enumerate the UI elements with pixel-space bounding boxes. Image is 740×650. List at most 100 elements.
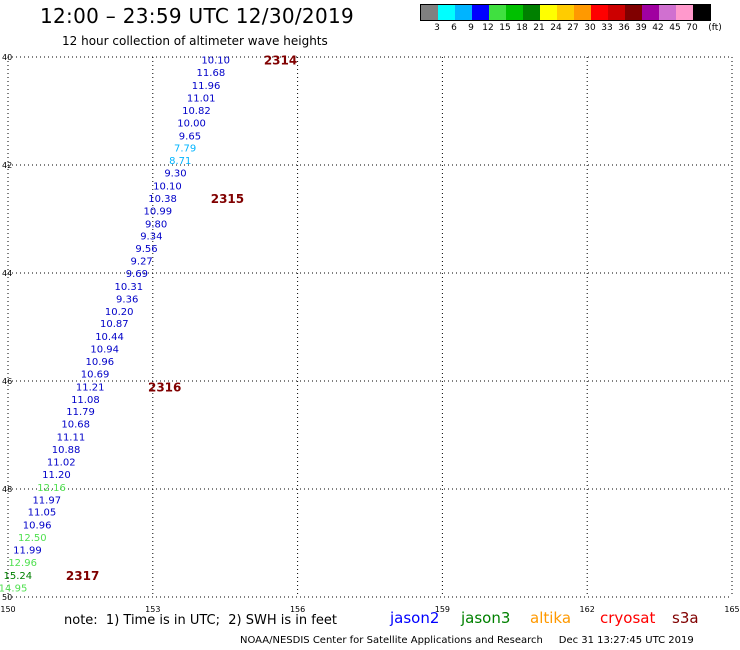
latitude-label: 40	[2, 53, 12, 62]
wave-height-label: 10.96	[23, 521, 52, 532]
wave-height-label: 10.38	[148, 194, 177, 205]
wave-height-label: 10.88	[52, 445, 81, 456]
wave-height-label: 11.21	[76, 382, 105, 393]
credit-line: NOAA/NESDIS Center for Satellite Applica…	[240, 635, 694, 646]
satellite-jason2: jason2	[390, 609, 440, 627]
wave-height-label: 10.10	[201, 56, 230, 67]
latitude-label: 46	[2, 377, 12, 386]
wave-height-label: 11.02	[47, 457, 76, 468]
wave-height-label: 9.65	[179, 131, 201, 142]
longitude-label: 150	[0, 605, 15, 614]
legend-tick-label: 3	[434, 23, 440, 33]
latitude-label: 42	[2, 161, 12, 170]
legend-tick-label: 27	[567, 23, 579, 33]
longitude-label: 159	[435, 605, 450, 614]
legend-tick-labels: 3 6 9 12 15 18 21 24 27 30 33 36 39 42 45 70 (ft)	[420, 23, 722, 35]
wave-height-label: 11.79	[66, 407, 95, 418]
wave-height-label: 11.97	[32, 495, 61, 506]
legend-tick-label: 45	[669, 23, 681, 33]
legend-tick-label: 70	[686, 23, 698, 33]
latitude-label: 50	[2, 593, 12, 602]
legend-swatch	[472, 5, 489, 20]
grid-lines	[7, 56, 733, 598]
legend-tick-label: 30	[584, 23, 596, 33]
time-labels: 2314 2315 2316 2317	[66, 54, 297, 583]
wave-height-label: 10.82	[182, 106, 211, 117]
map-title: 12:00 – 23:59 UTC 12/30/2019	[40, 4, 355, 28]
legend-swatch	[489, 5, 506, 20]
note-text: note: 1) Time is in UTC; 2) SWH is in fe…	[64, 613, 337, 628]
wave-height-label: 10.96	[86, 357, 115, 368]
map-subtitle: 12 hour collection of altimeter wave hei…	[62, 34, 328, 48]
legend-swatch	[659, 5, 676, 20]
legend-tick-label: 24	[550, 23, 562, 33]
wave-height-label: 10.99	[143, 206, 172, 217]
latitude-label: 48	[2, 485, 12, 494]
time-label: 2317	[66, 569, 99, 583]
wave-height-label: 7.79	[174, 144, 196, 155]
legend-tick-label: 15	[499, 23, 511, 33]
legend-tick-label: 18	[516, 23, 528, 33]
longitude-label: 153	[145, 605, 160, 614]
time-label: 2315	[211, 192, 244, 206]
wave-height-label: 9.30	[164, 169, 186, 180]
wave-height-label: 10.94	[90, 345, 119, 356]
wave-height-label: 9.56	[135, 244, 157, 255]
legend-swatch	[676, 5, 693, 20]
legend-swatch	[608, 5, 625, 20]
wave-height-label: 11.20	[42, 470, 71, 481]
wave-height-label: 10.69	[81, 369, 110, 380]
wave-height-label: 11.05	[28, 508, 57, 519]
legend-swatch	[642, 5, 659, 20]
legend-tick-label: (ft)	[708, 23, 722, 33]
wave-height-label: 8.71	[169, 156, 191, 167]
wave-height-label: 14.95	[0, 583, 27, 594]
wave-height-label: 10.20	[105, 307, 134, 318]
legend-tick-label: 39	[635, 23, 647, 33]
wave-height-label: 11.99	[13, 545, 42, 556]
legend-swatch	[506, 5, 523, 20]
wave-height-label: 11.08	[71, 395, 100, 406]
legend-swatch	[438, 5, 455, 20]
latitude-label: 44	[2, 269, 12, 278]
wave-height-label: 12.16	[37, 483, 66, 494]
wave-height-label: 10.00	[177, 118, 206, 129]
legend-tick-label: 12	[482, 23, 494, 33]
legend-swatches	[420, 4, 711, 21]
color-scale-legend: 3 6 9 12 15 18 21 24 27 30 33 36 39 42 45 70 (ft)	[420, 4, 722, 35]
legend-swatch	[557, 5, 574, 20]
legend-tick-label: 6	[451, 23, 457, 33]
wave-height-label: 10.31	[115, 282, 144, 293]
time-label: 2314	[264, 54, 297, 68]
wave-height-points: 10.1011.6811.9611.0110.8210.009.657.798.…	[0, 56, 230, 595]
wave-height-label: 12.50	[18, 533, 47, 544]
wave-height-label: 9.69	[126, 269, 148, 280]
legend-swatch	[455, 5, 472, 20]
legend-tick-label: 36	[618, 23, 630, 33]
legend-tick-label: 33	[601, 23, 613, 33]
longitude-label: 162	[580, 605, 595, 614]
satellite-s3a: s3a	[672, 609, 699, 627]
wave-height-label: 10.44	[95, 332, 124, 343]
satellite-jason3: jason3	[461, 609, 511, 627]
legend-swatch	[693, 5, 710, 20]
wave-height-label: 9.80	[145, 219, 167, 230]
legend-swatch	[625, 5, 642, 20]
satellite-altika: altika	[530, 609, 572, 627]
legend-tick-label: 42	[652, 23, 664, 33]
legend-swatch	[540, 5, 557, 20]
wave-height-label: 9.36	[116, 294, 138, 305]
legend-swatch	[574, 5, 591, 20]
wave-height-label: 11.68	[197, 68, 226, 79]
longitude-label: 156	[290, 605, 305, 614]
legend-swatch	[591, 5, 608, 20]
wave-height-label: 11.01	[187, 94, 216, 105]
wave-height-label: 15.24	[3, 571, 32, 582]
satellite-cryosat: cryosat	[600, 609, 656, 627]
axis-labels: 40 42 44 46 48 50 150 153 156 159 162 165	[0, 53, 739, 614]
time-label: 2316	[148, 380, 181, 394]
legend-tick-label: 21	[533, 23, 545, 33]
longitude-label: 165	[724, 605, 739, 614]
wave-height-label: 10.10	[153, 182, 182, 193]
